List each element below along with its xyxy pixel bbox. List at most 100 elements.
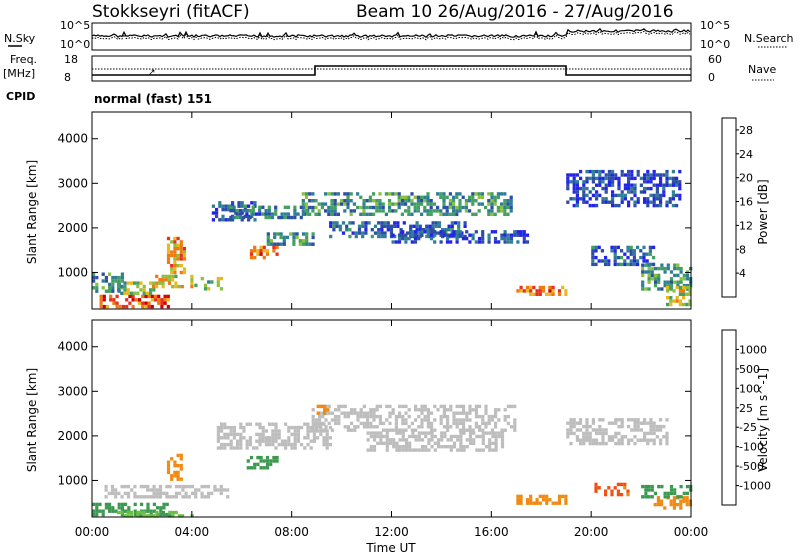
velocity-ground-cell-2 xyxy=(375,414,379,419)
velocity-cell-1 xyxy=(177,514,181,518)
power-cell-7 xyxy=(272,245,276,250)
velocity-ground-cell-0 xyxy=(114,488,118,492)
power-cell-16 xyxy=(666,283,670,288)
velocity-ground-cell-1 xyxy=(271,442,275,447)
velocity-ground-cell-3 xyxy=(424,434,428,439)
velocity-cell-5 xyxy=(529,501,533,505)
power-cell-14 xyxy=(649,193,653,198)
power-cell-9 xyxy=(232,209,236,213)
velocity-ground-cell-3 xyxy=(408,434,412,439)
power-cell-8 xyxy=(285,235,290,240)
power-cell-9 xyxy=(235,212,239,216)
velocity-ground-cell-1 xyxy=(255,422,259,426)
freq-panel: Freq. [MHz] 18 8 60 0 Nave ↗ xyxy=(3,53,776,84)
velocity-ground-cell-1 xyxy=(239,442,243,447)
velocity-ground-cell-3 xyxy=(372,438,377,442)
power-cell-8 xyxy=(305,242,309,246)
velocity-ground-cell-0 xyxy=(152,488,156,492)
velocity-ground-cell-3 xyxy=(417,448,421,452)
power-cell-15 xyxy=(632,249,636,253)
velocity-ground-cell-4 xyxy=(665,438,669,442)
power-cell-14 xyxy=(598,169,602,174)
power-cell-12 xyxy=(516,230,520,234)
power-cell-10 xyxy=(448,202,452,206)
power-cell-14 xyxy=(595,193,599,198)
power-cell-4 xyxy=(179,270,183,275)
power-cell-14 xyxy=(665,200,669,204)
velocity-ground-cell-4 xyxy=(652,441,656,446)
power-cell-1 xyxy=(150,298,154,302)
power-cell-0 xyxy=(92,275,96,280)
velocity-ground-cell-2 xyxy=(462,425,466,429)
velocity-ground-cell-2 xyxy=(506,421,510,426)
power-cell-15 xyxy=(652,255,656,260)
power-cell-13 xyxy=(522,289,526,293)
power-cell-10 xyxy=(416,202,420,206)
power-cell-12 xyxy=(401,233,405,237)
velocity-cell-6 xyxy=(616,492,620,497)
power-cell-10 xyxy=(477,195,481,199)
velocity-ground-cell-3 xyxy=(481,434,485,439)
velocity-ground-cell-3 xyxy=(424,431,428,435)
velocity-cell-5 xyxy=(538,494,542,499)
velocity-cell-0 xyxy=(162,506,166,510)
power-cell-11 xyxy=(338,224,342,228)
velocity-ground-cell-2 xyxy=(372,425,376,429)
velocity-ground-cell-3 xyxy=(465,438,469,442)
power-cell-8 xyxy=(295,235,299,240)
power-cell-8 xyxy=(273,235,277,240)
velocity-ground-cell-3 xyxy=(494,431,498,435)
power-cell-15 xyxy=(648,252,652,256)
velocity-ground-cell-2 xyxy=(446,425,450,429)
velocity-scatter-cells xyxy=(92,404,693,518)
velocity-ground-cell-1 xyxy=(236,446,240,450)
power-cell-12 xyxy=(410,240,414,244)
velocity-cell-5 xyxy=(545,494,549,499)
velocity-cell-1 xyxy=(120,510,124,515)
power-cell-14 xyxy=(575,200,579,204)
power-cell-14 xyxy=(633,190,637,194)
power-cell-15 xyxy=(604,262,608,267)
velocity-ground-cell-2 xyxy=(359,414,363,419)
velocity-cell-5 xyxy=(557,501,562,505)
power-cell-15 xyxy=(610,249,614,253)
power-cell-4 xyxy=(170,264,174,268)
power-cell-13 xyxy=(529,289,533,293)
velocity-ground-cell-1 xyxy=(306,429,310,433)
velocity-ground-cell-2 xyxy=(442,411,446,415)
velocity-ground-cell-4 xyxy=(620,438,624,442)
power-cell-6 xyxy=(221,218,225,222)
velocity-ground-cell-2 xyxy=(346,411,350,415)
power-cell-3 xyxy=(174,274,178,279)
velocity-ground-cell-3 xyxy=(376,431,380,435)
velocity-ground-cell-2 xyxy=(439,404,443,409)
power-cell-14 xyxy=(655,173,659,177)
power-cell-17 xyxy=(666,296,670,300)
velocity-ground-cell-1 xyxy=(258,442,262,447)
power-cell-15 xyxy=(626,245,630,250)
velocity-ground-cell-2 xyxy=(401,404,405,409)
velocity-cell-6 xyxy=(620,492,624,497)
power-cell-0 xyxy=(92,272,96,276)
velocity-ground-cell-0 xyxy=(110,488,115,492)
power-cell-10 xyxy=(314,205,318,210)
power-cell-1 xyxy=(147,301,151,305)
velocity-ground-cell-1 xyxy=(220,436,224,440)
power-cell-15 xyxy=(645,259,649,263)
power-cell-9 xyxy=(283,212,287,216)
power-cell-10 xyxy=(381,205,385,210)
noise-panel-frame xyxy=(91,22,692,51)
power-cell-11 xyxy=(354,231,358,235)
power-cell-4 xyxy=(179,257,183,261)
power-cell-11 xyxy=(377,228,381,232)
velocity-ground-cell-0 xyxy=(200,491,204,496)
power-cell-14 xyxy=(675,203,679,208)
power-cell-1 xyxy=(109,298,113,302)
power-cell-12 xyxy=(433,233,437,237)
power-cell-17 xyxy=(675,299,679,303)
velocity-cell-7 xyxy=(672,496,676,500)
velocity-cell-8 xyxy=(666,491,670,496)
velocity-ground-cell-2 xyxy=(426,425,430,429)
power-cell-1 xyxy=(147,304,151,309)
power-cell-4 xyxy=(182,270,187,275)
